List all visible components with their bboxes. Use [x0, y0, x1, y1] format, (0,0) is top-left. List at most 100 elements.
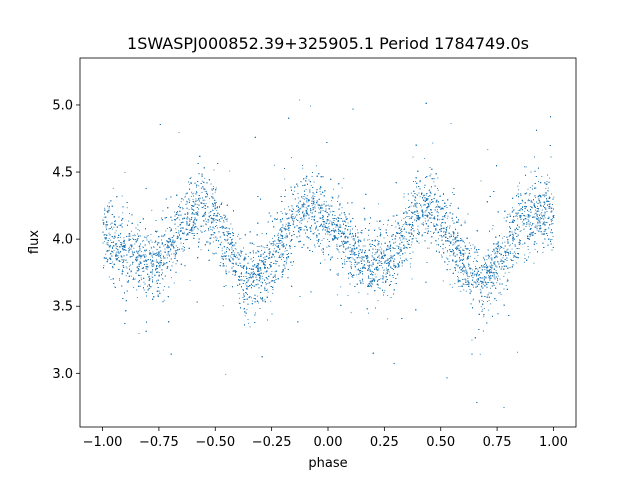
data-point [371, 260, 372, 261]
data-point [533, 216, 535, 218]
data-point [538, 202, 540, 204]
data-point [226, 227, 228, 229]
data-point [460, 285, 462, 287]
data-point [438, 238, 439, 240]
data-point [497, 280, 499, 281]
data-point [246, 278, 248, 280]
data-point [213, 186, 214, 188]
data-point [120, 244, 122, 246]
data-point [242, 289, 244, 291]
data-point [411, 278, 413, 280]
data-point [353, 240, 355, 241]
data-point [322, 228, 324, 230]
data-point [386, 270, 388, 271]
data-point [508, 253, 510, 254]
data-point [544, 204, 545, 206]
data-point [237, 233, 239, 235]
data-point [121, 271, 123, 273]
data-point [505, 285, 507, 286]
data-point [514, 216, 516, 217]
data-point [537, 217, 539, 219]
data-point [468, 284, 470, 286]
data-point [432, 142, 434, 144]
data-point [392, 277, 394, 278]
data-point [145, 266, 147, 267]
data-point [236, 257, 238, 259]
data-point [438, 212, 439, 214]
data-point [126, 267, 128, 269]
data-point [134, 278, 136, 280]
data-point [373, 257, 375, 259]
data-point [516, 262, 518, 264]
data-point [222, 228, 224, 229]
data-point [250, 272, 252, 274]
data-point [302, 206, 304, 208]
data-point [518, 215, 520, 217]
data-point [351, 257, 353, 259]
data-point [348, 246, 349, 248]
data-point [176, 236, 178, 238]
data-point [234, 248, 236, 250]
data-point [515, 253, 516, 255]
data-point [447, 240, 448, 242]
data-point [238, 275, 240, 277]
data-point [318, 207, 320, 209]
data-point [483, 301, 484, 302]
data-point [433, 181, 435, 183]
data-point [144, 249, 145, 251]
data-point [154, 253, 156, 254]
data-point [196, 192, 198, 194]
data-point [415, 197, 417, 199]
data-point [512, 238, 513, 239]
data-point [467, 278, 469, 279]
data-point [486, 259, 488, 261]
data-point [104, 257, 106, 259]
data-point [402, 224, 404, 226]
data-point [280, 238, 282, 239]
data-point [201, 192, 203, 193]
data-point [129, 246, 130, 248]
data-point [384, 290, 386, 292]
data-point [437, 232, 439, 234]
data-point [472, 299, 474, 301]
data-point [509, 244, 511, 246]
data-point [231, 246, 233, 248]
data-point [518, 204, 520, 206]
data-point [200, 230, 202, 232]
data-point [164, 286, 165, 287]
data-point [377, 243, 379, 245]
data-point [221, 255, 222, 257]
data-point [394, 264, 396, 266]
data-point [450, 234, 452, 236]
data-point [452, 220, 454, 222]
data-point [251, 272, 252, 274]
data-point [216, 237, 218, 239]
data-point [439, 219, 441, 221]
data-point [136, 270, 138, 272]
data-point [105, 224, 107, 226]
data-point [531, 225, 532, 227]
data-point [544, 192, 546, 194]
data-point [405, 231, 407, 233]
data-point [279, 240, 281, 242]
data-point [498, 245, 500, 246]
data-point [240, 255, 242, 256]
data-point [359, 239, 361, 241]
data-point [417, 194, 419, 196]
data-point [449, 255, 451, 257]
data-point [200, 249, 202, 251]
data-point [476, 279, 477, 281]
data-point [399, 251, 401, 252]
data-point [137, 257, 139, 259]
data-point [539, 227, 541, 229]
data-point [246, 278, 247, 279]
data-point [362, 259, 364, 261]
data-point [285, 212, 286, 214]
data-point [139, 255, 140, 257]
data-point [203, 206, 204, 208]
data-point [161, 262, 162, 264]
data-point [404, 236, 406, 238]
data-point [181, 206, 183, 208]
data-point [152, 251, 154, 253]
data-point [192, 213, 194, 214]
